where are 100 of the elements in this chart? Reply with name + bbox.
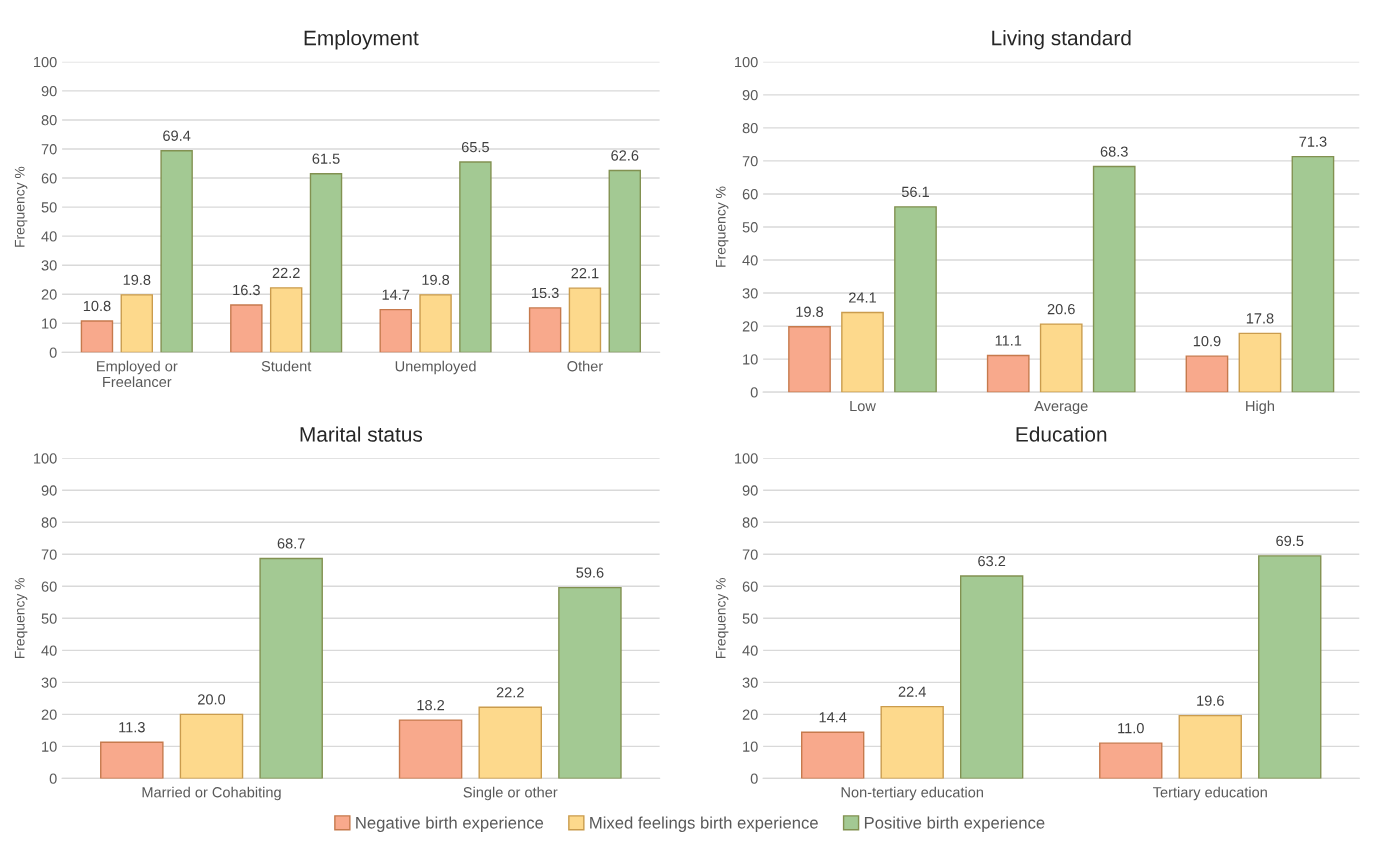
y-tick-label: 100 bbox=[735, 453, 758, 464]
x-tick-label: Unemployed bbox=[395, 360, 476, 375]
data-label: 11.0 bbox=[1118, 723, 1144, 734]
y-tick-label: 20 bbox=[742, 321, 758, 332]
bar bbox=[309, 172, 343, 353]
bar bbox=[259, 557, 323, 779]
bar bbox=[800, 731, 865, 779]
data-label: 22.4 bbox=[898, 686, 926, 697]
y-tick-label: 100 bbox=[34, 453, 57, 464]
data-label: 68.3 bbox=[1100, 146, 1128, 157]
data-label: 10.8 bbox=[83, 300, 111, 312]
bar bbox=[1258, 555, 1322, 779]
data-label: 69.5 bbox=[1276, 535, 1304, 547]
y-tick-label: 90 bbox=[41, 485, 57, 496]
y-tick-label: 40 bbox=[41, 231, 57, 242]
y-axis-title: Frequency % bbox=[14, 577, 28, 659]
chart-title: Employment bbox=[304, 30, 419, 50]
bar bbox=[269, 287, 303, 353]
chart-title: Marital status bbox=[300, 426, 423, 442]
y-tick-label: 80 bbox=[742, 517, 758, 528]
bar bbox=[80, 320, 114, 353]
bar bbox=[179, 713, 244, 779]
data-label: 65.5 bbox=[461, 141, 489, 153]
bar bbox=[230, 304, 263, 353]
data-label: 22.2 bbox=[272, 267, 300, 278]
y-tick-label: 70 bbox=[742, 549, 758, 560]
y-tick-label: 60 bbox=[742, 581, 758, 592]
data-label: 19.8 bbox=[422, 274, 450, 285]
y-tick-label: 100 bbox=[34, 56, 57, 68]
legend-label: Positive birth experience bbox=[864, 816, 1045, 832]
y-tick-label: 10 bbox=[42, 741, 57, 752]
x-tick-label: Average bbox=[1034, 401, 1088, 415]
data-label: 11.3 bbox=[119, 722, 145, 733]
y-axis-title: Frequency % bbox=[715, 577, 729, 659]
bar bbox=[880, 705, 944, 779]
data-label: 15.3 bbox=[532, 287, 559, 299]
data-label: 20.6 bbox=[1047, 303, 1075, 315]
data-label: 56.1 bbox=[901, 186, 929, 198]
y-tick-label: 60 bbox=[742, 189, 758, 200]
y-tick-label: 50 bbox=[41, 202, 57, 213]
data-label: 71.3 bbox=[1299, 136, 1327, 147]
bar bbox=[1238, 332, 1282, 393]
y-tick-label: 70 bbox=[41, 549, 57, 560]
x-tick-label: Tertiary education bbox=[1153, 786, 1267, 801]
bar bbox=[528, 307, 562, 353]
y-tick-label: 90 bbox=[742, 89, 758, 101]
bar bbox=[568, 287, 602, 353]
data-label: 19.8 bbox=[796, 306, 824, 317]
bar bbox=[841, 311, 884, 393]
y-axis-title: Frequency % bbox=[715, 186, 729, 267]
y-tick-label: 50 bbox=[41, 613, 57, 624]
x-tick-label: Other bbox=[567, 360, 603, 372]
x-tick-label: Non-tertiary education bbox=[841, 786, 983, 801]
data-label: 20.0 bbox=[198, 694, 226, 705]
chart-title: Living standard bbox=[992, 30, 1131, 50]
bar bbox=[478, 706, 543, 779]
data-label: 62.6 bbox=[611, 150, 639, 161]
chart-title: Education bbox=[1016, 426, 1107, 442]
y-tick-label: 30 bbox=[41, 677, 57, 688]
y-tick-label: 20 bbox=[742, 709, 758, 720]
y-tick-label: 40 bbox=[41, 645, 57, 656]
y-axis-title: Frequency % bbox=[14, 166, 28, 247]
y-tick-label: 0 bbox=[49, 773, 57, 784]
x-tick-label: Student bbox=[261, 360, 312, 372]
bar bbox=[959, 575, 1024, 779]
y-tick-label: 50 bbox=[742, 613, 758, 624]
bar bbox=[1092, 165, 1136, 393]
data-label: 19.6 bbox=[1197, 695, 1224, 706]
bar bbox=[1178, 714, 1242, 779]
y-tick-label: 10 bbox=[42, 318, 57, 329]
y-tick-label: 40 bbox=[742, 645, 758, 656]
y-tick-label: 80 bbox=[41, 517, 57, 528]
bar bbox=[1185, 355, 1229, 393]
x-tick-label: High bbox=[1246, 400, 1274, 415]
data-label: 16.3 bbox=[233, 284, 260, 296]
y-tick-label: 60 bbox=[41, 173, 57, 184]
x-tick-label: Single or other bbox=[463, 786, 558, 801]
legend-label: Negative birth experience bbox=[356, 816, 544, 832]
data-label: 10.9 bbox=[1193, 336, 1221, 347]
data-label: 24.1 bbox=[849, 292, 876, 303]
data-label: 17.8 bbox=[1246, 313, 1274, 324]
data-label: 18.2 bbox=[417, 699, 445, 711]
y-tick-label: 50 bbox=[742, 222, 758, 233]
y-tick-label: 70 bbox=[41, 144, 57, 155]
y-tick-label: 0 bbox=[750, 773, 758, 784]
data-label: 63.2 bbox=[978, 555, 1006, 567]
y-tick-label: 10 bbox=[743, 354, 758, 365]
y-tick-label: 0 bbox=[750, 387, 758, 398]
data-label: 59.6 bbox=[576, 567, 604, 578]
data-label: 19.8 bbox=[123, 274, 151, 285]
x-tick-label: Married or Cohabiting bbox=[142, 786, 281, 801]
data-label: 14.7 bbox=[382, 289, 410, 300]
data-label: 14.4 bbox=[819, 712, 847, 723]
bar bbox=[788, 326, 831, 393]
y-tick-label: 0 bbox=[49, 347, 57, 358]
bar bbox=[558, 586, 622, 779]
bar bbox=[1099, 742, 1163, 779]
bar bbox=[100, 741, 164, 779]
y-tick-label: 10 bbox=[743, 741, 758, 752]
y-tick-label: 30 bbox=[742, 677, 758, 688]
